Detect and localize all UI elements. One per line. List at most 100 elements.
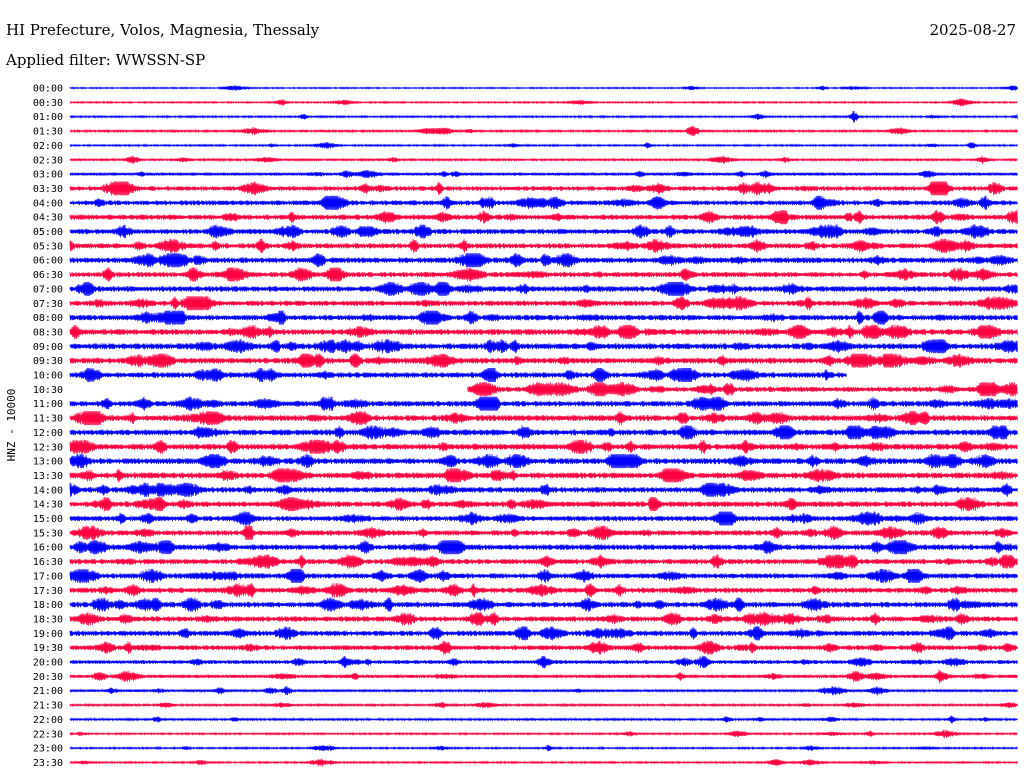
trace-row (69, 439, 1018, 454)
trace-row (69, 296, 1018, 311)
trace-row (69, 367, 847, 383)
trace-row (69, 210, 1018, 225)
row-time-label: 01:30 (33, 127, 63, 138)
trace-row (69, 626, 1018, 641)
row-time-label: 10:30 (33, 385, 63, 396)
date-label: 2025-08-27 (929, 21, 1016, 39)
row-time-label: 03:30 (33, 184, 63, 195)
trace-row (69, 155, 1018, 165)
trace-row (69, 468, 1018, 483)
row-time-label: 06:30 (33, 270, 63, 281)
trace-row (69, 715, 1018, 724)
row-time-label: 08:00 (33, 313, 63, 324)
row-time-label: 14:00 (33, 485, 63, 496)
trace-row (69, 85, 1018, 91)
row-time-label: 04:00 (33, 198, 63, 209)
trace-row (69, 611, 1018, 626)
row-label-group: 00:00 00:30 01:00 01:30 02:00 02:30 03:00 03:30… (33, 84, 63, 769)
filter-label: Applied filter: WWSSN-SP (6, 51, 206, 69)
row-time-label: 05:00 (33, 227, 63, 238)
trace-row (69, 597, 1018, 612)
trace-row (69, 110, 1018, 123)
trace-row (69, 195, 1018, 210)
row-time-label: 07:30 (33, 299, 63, 310)
row-time-label: 04:30 (33, 213, 63, 224)
trace-row (69, 281, 1018, 296)
trace-row (69, 142, 1018, 149)
row-time-label: 11:00 (33, 399, 63, 410)
trace-row (69, 540, 1018, 555)
row-time-label: 01:00 (33, 112, 63, 123)
trace-row (69, 125, 1018, 137)
row-time-label: 19:00 (33, 629, 63, 640)
row-time-label: 23:00 (33, 744, 63, 755)
row-time-label: 00:00 (33, 84, 63, 95)
trace-row (69, 98, 1018, 107)
trace-row (69, 568, 1018, 583)
row-time-label: 16:00 (33, 543, 63, 554)
trace-row (69, 396, 1018, 411)
trace-row (69, 640, 1018, 655)
row-time-label: 23:30 (33, 758, 63, 769)
row-time-label: 02:00 (33, 141, 63, 152)
y-axis-label: HNZ - 10000 (5, 389, 18, 462)
trace-row (69, 655, 1018, 669)
trace-row (69, 267, 1018, 282)
trace-row (69, 525, 1018, 540)
trace-row (69, 169, 1018, 179)
row-time-label: 15:00 (33, 514, 63, 525)
trace-row (69, 224, 1018, 239)
row-time-label: 09:00 (33, 342, 63, 353)
row-time-label: 19:30 (33, 643, 63, 654)
trace-row (69, 554, 1018, 569)
trace-row (69, 583, 1018, 598)
row-time-label: 09:30 (33, 356, 63, 367)
row-time-label: 03:00 (33, 170, 63, 181)
row-time-label: 17:30 (33, 586, 63, 597)
trace-row (69, 238, 1018, 253)
row-time-label: 21:30 (33, 701, 63, 712)
row-time-label: 10:00 (33, 371, 63, 382)
trace-row (69, 686, 1018, 696)
trace-row (69, 511, 1018, 526)
row-time-label: 22:30 (33, 729, 63, 740)
trace-row (69, 482, 1018, 497)
trace-row (69, 669, 1018, 684)
trace-row (69, 758, 1018, 767)
row-time-label: 13:30 (33, 471, 63, 482)
row-time-label: 11:30 (33, 414, 63, 425)
row-time-label: 12:00 (33, 428, 63, 439)
trace-row (69, 253, 1018, 268)
row-time-label: 06:00 (33, 256, 63, 267)
trace-row (69, 701, 1018, 709)
row-time-label: 18:30 (33, 614, 63, 625)
trace-row (69, 454, 1018, 469)
row-time-label: 08:30 (33, 327, 63, 338)
trace-row (69, 744, 1018, 752)
row-time-label: 16:30 (33, 557, 63, 568)
trace-row (69, 181, 1018, 196)
station-title: HI Prefecture, Volos, Magnesia, Thessaly (6, 21, 320, 39)
trace-row (69, 353, 1018, 368)
trace-row (69, 310, 1018, 325)
row-time-label: 18:00 (33, 600, 63, 611)
row-time-label: 12:30 (33, 442, 63, 453)
row-time-label: 20:00 (33, 658, 63, 669)
trace-row (69, 497, 1018, 512)
row-time-label: 07:00 (33, 284, 63, 295)
trace-row (69, 324, 1018, 339)
row-time-label: 14:30 (33, 500, 63, 511)
row-time-label: 02:30 (33, 155, 63, 166)
trace-row (69, 411, 1018, 426)
trace-group (69, 85, 1018, 767)
row-time-label: 17:00 (33, 571, 63, 582)
row-time-label: 20:30 (33, 672, 63, 683)
row-time-label: 05:30 (33, 241, 63, 252)
row-time-label: 15:30 (33, 528, 63, 539)
row-time-label: 13:00 (33, 457, 63, 468)
row-time-label: 21:00 (33, 686, 63, 697)
trace-row (467, 382, 1018, 397)
row-time-label: 00:30 (33, 98, 63, 109)
row-time-label: 22:00 (33, 715, 63, 726)
